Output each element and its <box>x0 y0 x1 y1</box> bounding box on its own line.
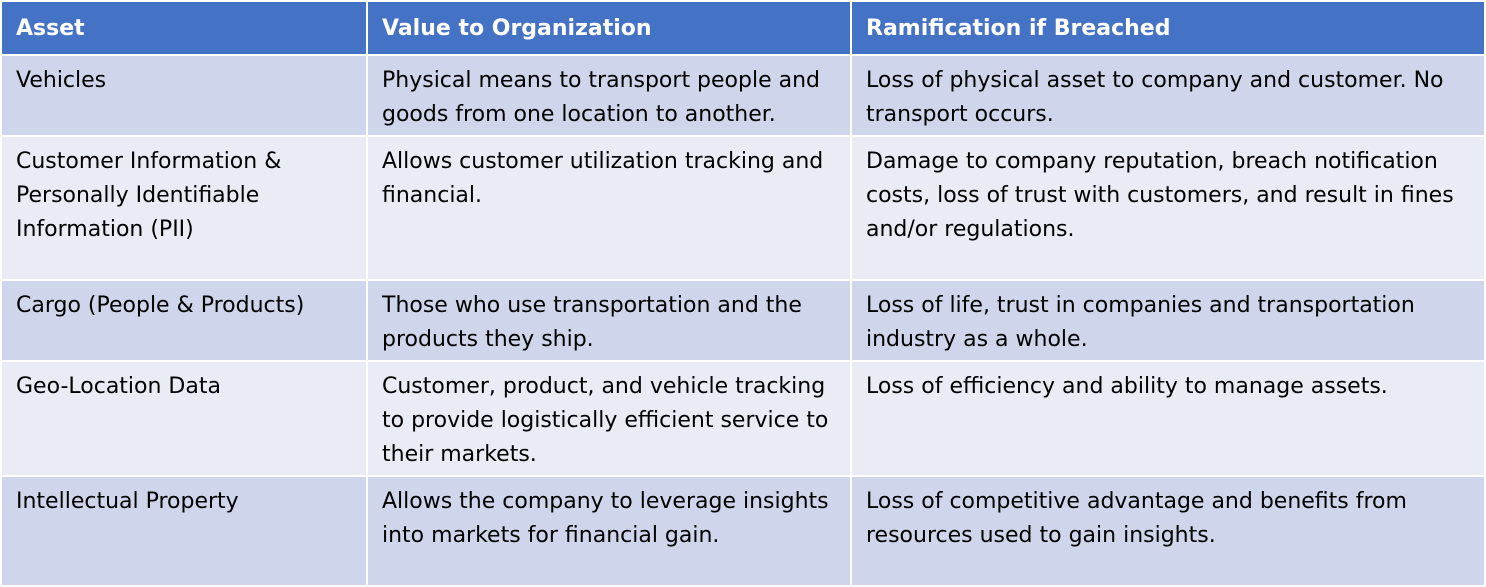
table-row: Customer Information & Personally Identi… <box>0 135 1486 281</box>
table-row: Vehicles Physical means to transport peo… <box>0 54 1486 137</box>
asset-cell: Vehicles <box>0 54 368 137</box>
value-cell: Customer, product, and vehicle tracking … <box>366 360 852 477</box>
table-row: Cargo (People & Products) Those who use … <box>0 279 1486 362</box>
header-asset: Asset <box>0 0 368 56</box>
value-cell: Those who use transportation and the pro… <box>366 279 852 362</box>
header-ramification: Ramification if Breached <box>850 0 1486 56</box>
asset-cell: Cargo (People & Products) <box>0 279 368 362</box>
header-value: Value to Organization <box>366 0 852 56</box>
value-cell: Allows the company to leverage insights … <box>366 475 852 587</box>
table-row: Intellectual Property Allows the company… <box>0 475 1486 587</box>
header-row: Asset Value to Organization Ramification… <box>0 0 1486 56</box>
ramification-cell: Damage to company reputation, breach not… <box>850 135 1486 281</box>
ramification-cell: Loss of competitive advantage and benefi… <box>850 475 1486 587</box>
asset-cell: Customer Information & Personally Identi… <box>0 135 368 281</box>
ramification-cell: Loss of physical asset to company and cu… <box>850 54 1486 137</box>
table-row: Geo-Location Data Customer, product, and… <box>0 360 1486 477</box>
ramification-cell: Loss of efficiency and ability to manage… <box>850 360 1486 477</box>
value-cell: Allows customer utilization tracking and… <box>366 135 852 281</box>
asset-cell: Geo-Location Data <box>0 360 368 477</box>
ramification-cell: Loss of life, trust in companies and tra… <box>850 279 1486 362</box>
asset-cell: Intellectual Property <box>0 475 368 587</box>
value-cell: Physical means to transport people and g… <box>366 54 852 137</box>
